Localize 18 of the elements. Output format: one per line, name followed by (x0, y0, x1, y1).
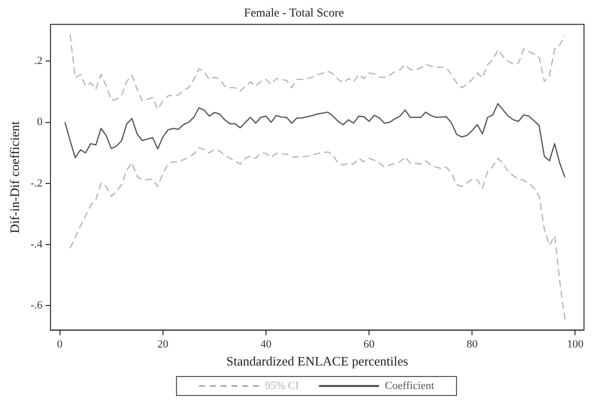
line-series (70, 147, 566, 320)
chart-title: Female - Total Score (244, 5, 344, 20)
y-tick-label: -.2 (30, 177, 43, 190)
x-axis-title: Standardized ENLACE percentiles (226, 354, 408, 369)
x-tick-label: 20 (157, 338, 169, 351)
text: 95% CI (265, 380, 299, 392)
y-tick-label: 0 (37, 116, 44, 128)
x-tick-label: 40 (260, 338, 272, 351)
text: Coefficient (384, 380, 434, 392)
y-axis-title: Dif-in-Dif coefficient (7, 120, 22, 234)
x-tick-label: 0 (57, 338, 64, 351)
x-tick-label: 80 (466, 338, 478, 351)
x-tick-label: 100 (566, 338, 584, 351)
line-series (70, 34, 566, 110)
y-tick-label: -.6 (30, 300, 44, 312)
x-tick-label: 60 (364, 338, 376, 351)
y-tick-label: -.4 (30, 238, 44, 250)
y-tick-label: .2 (34, 54, 43, 67)
